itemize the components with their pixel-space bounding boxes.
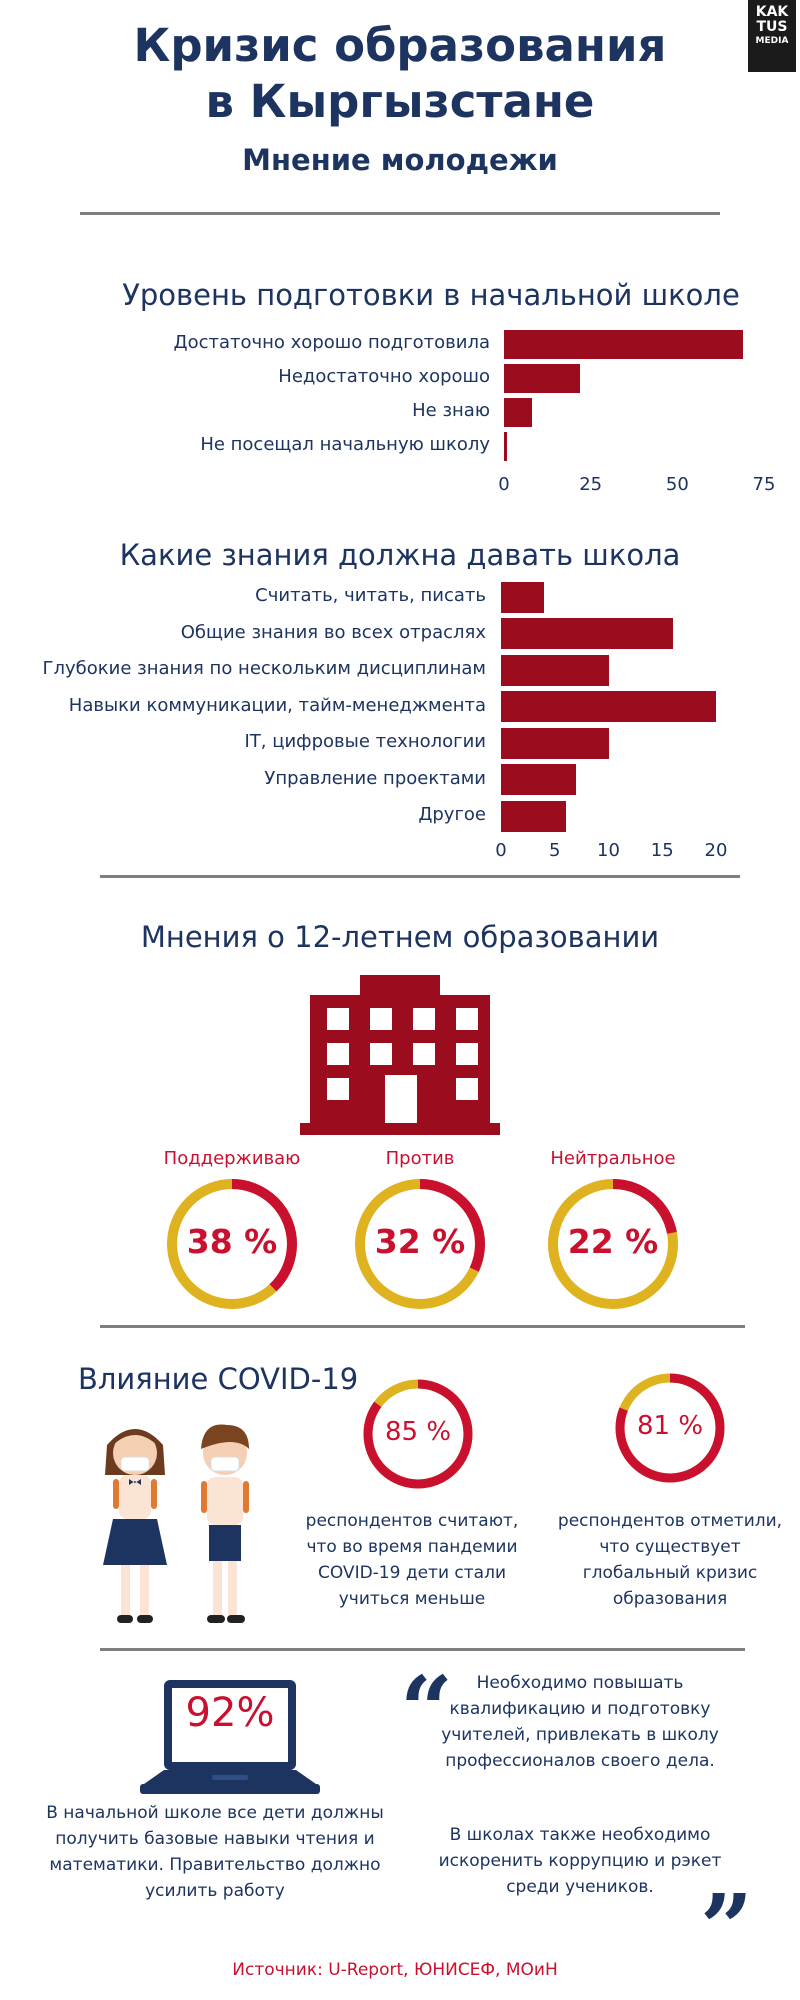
quote-close-icon: ” xyxy=(700,1874,753,1982)
bar xyxy=(501,618,673,649)
chart-prep-level: Достаточно хорошо подготовила Недостаточн… xyxy=(0,0,800,495)
bar xyxy=(504,431,508,461)
covid-donut-ring xyxy=(363,1379,473,1489)
bar xyxy=(501,581,544,613)
bar xyxy=(501,800,566,832)
source-note: Источник: U-Report, ЮНИСЕФ, МОиН xyxy=(232,1960,558,1980)
page-subtitle: Мнение молодежи xyxy=(242,143,558,177)
category-label: Не посещал начальную школу xyxy=(200,434,490,455)
covid-donut-ring xyxy=(615,1373,725,1483)
category-label: Глубокие знания по нескольким дисциплина… xyxy=(42,658,486,679)
covid-ring-value: 81 % xyxy=(636,1411,704,1441)
bar xyxy=(504,329,744,359)
logo-line-2: TUS xyxy=(756,19,788,35)
bar xyxy=(501,654,609,686)
covid-ring-value: 85 % xyxy=(384,1417,452,1447)
bar xyxy=(501,691,716,722)
x-tick-label: 25 xyxy=(579,474,603,495)
covid-stat-2-text: респондентов отметили, что существует гл… xyxy=(557,1511,783,1609)
divider xyxy=(100,1648,745,1651)
x-tick-label: 50 xyxy=(665,474,689,495)
ring-value: 32 % xyxy=(374,1222,466,1261)
kaktus-media-logo: KAK TUS MEDIA xyxy=(748,0,796,72)
x-tick-label: 0 xyxy=(495,840,507,861)
donut-ring xyxy=(548,1179,678,1309)
category-label: Общие знания во всех отраслях xyxy=(180,621,486,643)
divider xyxy=(80,212,720,215)
category-label: Достаточно хорошо подготовила xyxy=(173,332,490,353)
covid-title: Влияние COVID-19 xyxy=(78,1362,359,1396)
category-label: Недостаточно хорошо xyxy=(278,366,490,387)
page-title: Кризис образования в Кыргызстане xyxy=(0,18,800,130)
ring-value: 38 % xyxy=(186,1222,278,1261)
x-tick-label: 10 xyxy=(597,840,620,861)
ring-label: Поддерживаю xyxy=(163,1148,301,1169)
quote-text-1: Необходимо повышать квалификацию и подго… xyxy=(441,1673,719,1771)
donut-ring xyxy=(167,1179,297,1309)
ring-label: Нейтральное xyxy=(550,1148,676,1169)
category-label: Другое xyxy=(418,804,486,825)
twelve-year-title: Мнения о 12-летнем образовании xyxy=(140,920,660,954)
x-tick-label: 15 xyxy=(650,840,674,861)
bar xyxy=(501,764,577,795)
bar xyxy=(501,727,609,759)
laptop-value: 92% xyxy=(185,1690,275,1736)
laptop-icon xyxy=(140,1680,320,1794)
category-label: Считать, читать, писать xyxy=(255,585,486,606)
x-tick-label: 20 xyxy=(704,840,728,861)
logo-line-3: MEDIA xyxy=(755,36,789,46)
category-label: IT, цифровые технологии xyxy=(244,731,486,752)
x-tick-label: 75 xyxy=(752,474,776,495)
category-label: Не знаю xyxy=(412,400,490,421)
schoolchildren-masks-icon xyxy=(103,1424,249,1623)
ring-value: 22 % xyxy=(567,1222,659,1261)
bar xyxy=(504,397,532,427)
donut-ring xyxy=(355,1179,485,1309)
ring-label: Против xyxy=(385,1148,455,1169)
divider xyxy=(100,1325,745,1328)
covid-stat-1-text: респондентов считают, что во время панде… xyxy=(305,1511,519,1609)
quote-text-2: В школах также необходимо искоренить кор… xyxy=(438,1825,722,1897)
school-building-icon xyxy=(300,975,500,1135)
logo-line-1: KAK xyxy=(755,4,789,20)
divider xyxy=(100,875,740,878)
chart-knowledge: Считать, читать, писать Общие знания во в… xyxy=(0,0,800,861)
title-line-2: в Кыргызстане xyxy=(205,75,595,128)
laptop-text: В начальной школе все дети должны получи… xyxy=(46,1803,384,1901)
bar xyxy=(504,363,581,393)
x-tick-label: 0 xyxy=(498,474,510,495)
chart2-title: Какие знания должна давать школа xyxy=(119,538,681,572)
title-line-1: Кризис образования xyxy=(133,19,667,72)
category-label: Управление проектами xyxy=(264,767,486,789)
category-label: Навыки коммуникации, тайм-менеджмента xyxy=(68,694,486,716)
chart1-title: Уровень подготовки в начальной школе xyxy=(122,278,740,312)
x-tick-label: 5 xyxy=(549,840,561,861)
